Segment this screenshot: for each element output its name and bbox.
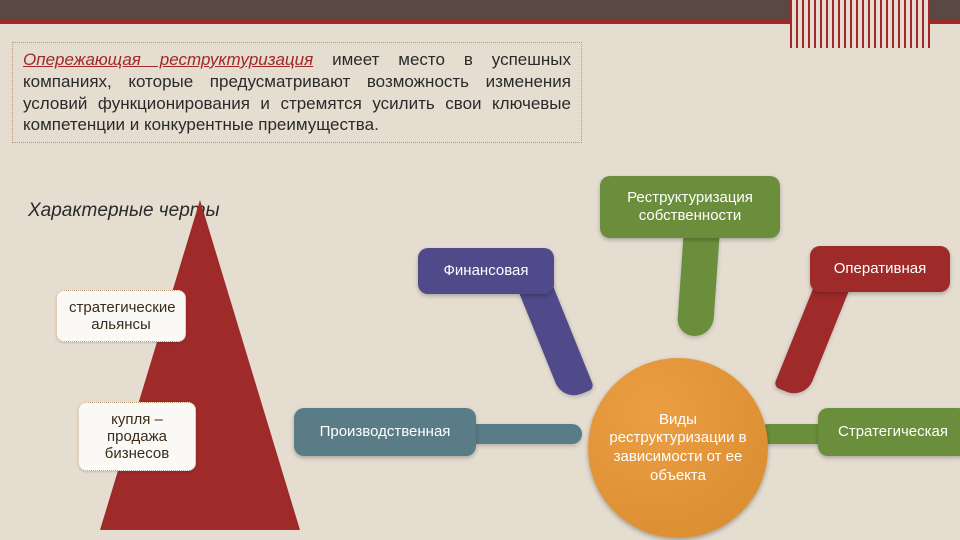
definition-lead: Опережающая реструктуризация [23,50,313,69]
callout-operational: Оперативная [810,246,950,292]
center-circle-label: Виды реструктуризации в зависимости от е… [598,411,758,486]
callout-financial: Финансовая [418,248,554,294]
definition-box: Опережающая реструктуризация имеет место… [12,42,582,143]
box-alliances-label: стратегические альянсы [69,299,176,333]
callout-restruct-ownership: Реструктуризация собственности [600,176,780,238]
callout-operational-label: Оперативная [834,260,926,278]
center-circle: Виды реструктуризации в зависимости от е… [588,358,768,538]
callout-production: Производственная [294,408,476,456]
callout-financial-label: Финансовая [444,262,529,280]
characteristics-triangle [100,200,300,530]
top-stripes [790,0,930,48]
callout-strategic: Стратегическая [818,408,960,456]
callout-production-label: Производственная [320,423,451,441]
box-buysell: купля – продажа бизнесов [78,402,196,471]
box-buysell-label: купля – продажа бизнесов [105,411,169,462]
callout-restruct-label: Реструктуризация собственности [610,189,770,225]
callout-strategic-label: Стратегическая [838,423,948,441]
box-alliances: стратегические альянсы [56,290,186,342]
